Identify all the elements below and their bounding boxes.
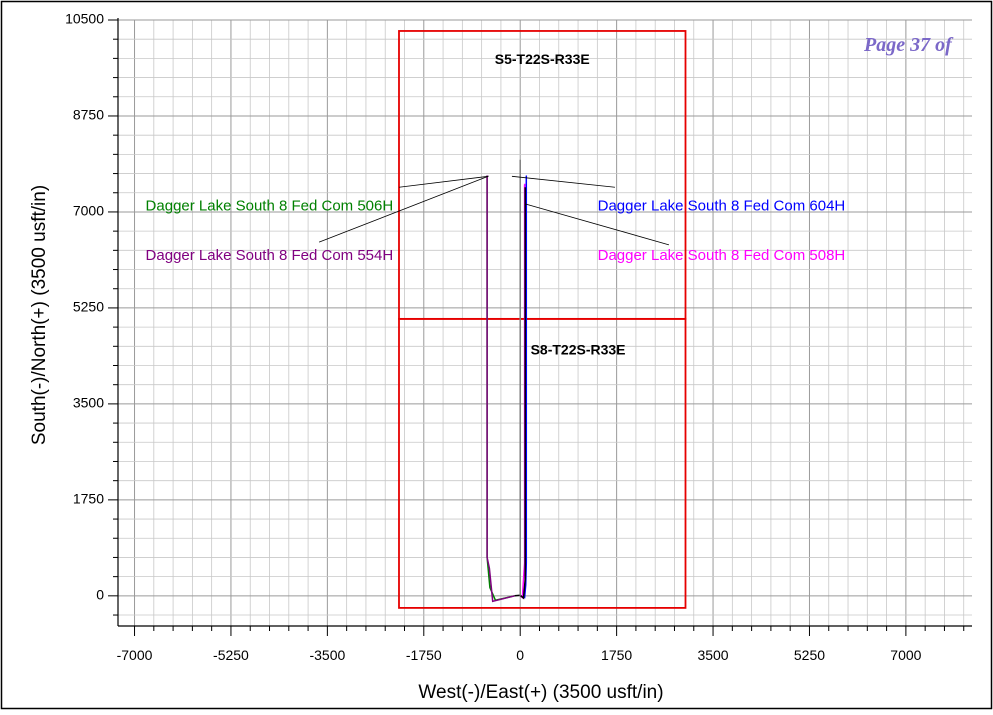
well-label: Dagger Lake South 8 Fed Com 554H (146, 247, 394, 264)
page-stamp: Page 37 of (863, 34, 954, 56)
tick-labels: -7000 -5250 -3500 -1750 0 1750 3500 5250 7000 0 17… (65, 11, 922, 663)
section-outline (398, 317, 687, 609)
axes (108, 18, 972, 636)
grid (118, 19, 972, 626)
annotation-leader-line (398, 175, 489, 188)
x-tick-label: 0 (516, 647, 524, 663)
well-label: Dagger Lake South 8 Fed Com 506H (146, 197, 394, 214)
y-tick-label: 0 (96, 587, 104, 603)
section-outlines: S5-T22S-R33E S8-T22S-R33E (398, 30, 687, 609)
y-axis-label: South(-)/North(+) (3500 usft/in) (29, 185, 50, 445)
y-tick-label: 10500 (65, 11, 104, 27)
x-tick-label: -5250 (213, 647, 249, 663)
x-tick-label: 7000 (890, 647, 921, 663)
y-tick-label: 7000 (73, 203, 104, 219)
x-tick-label: 1750 (601, 647, 632, 663)
y-tick-label: 1750 (73, 491, 104, 507)
well-annotations: Dagger Lake South 8 Fed Com 506H Dagger L… (146, 175, 846, 264)
x-axis-label: West(-)/East(+) (3500 usft/in) (418, 682, 663, 703)
wellbore-path (514, 187, 526, 600)
well-label: Dagger Lake South 8 Fed Com 604H (598, 197, 846, 214)
x-tick-label: -3500 (309, 647, 345, 663)
annotation-leader-line (511, 175, 616, 188)
section-label: S8-T22S-R33E (531, 342, 626, 358)
section-label: S5-T22S-R33E (495, 51, 590, 67)
y-tick-label: 3500 (73, 395, 104, 411)
x-tick-label: 5250 (794, 647, 825, 663)
y-tick-label: 8750 (73, 107, 104, 123)
well-label: Dagger Lake South 8 Fed Com 508H (598, 247, 846, 264)
annotation-leader-line (524, 203, 670, 246)
y-tick-label: 5250 (73, 299, 104, 315)
x-tick-label: -7000 (117, 647, 153, 663)
x-tick-label: -1750 (406, 647, 442, 663)
annotation-leader-line (318, 175, 489, 243)
x-tick-label: 3500 (697, 647, 728, 663)
